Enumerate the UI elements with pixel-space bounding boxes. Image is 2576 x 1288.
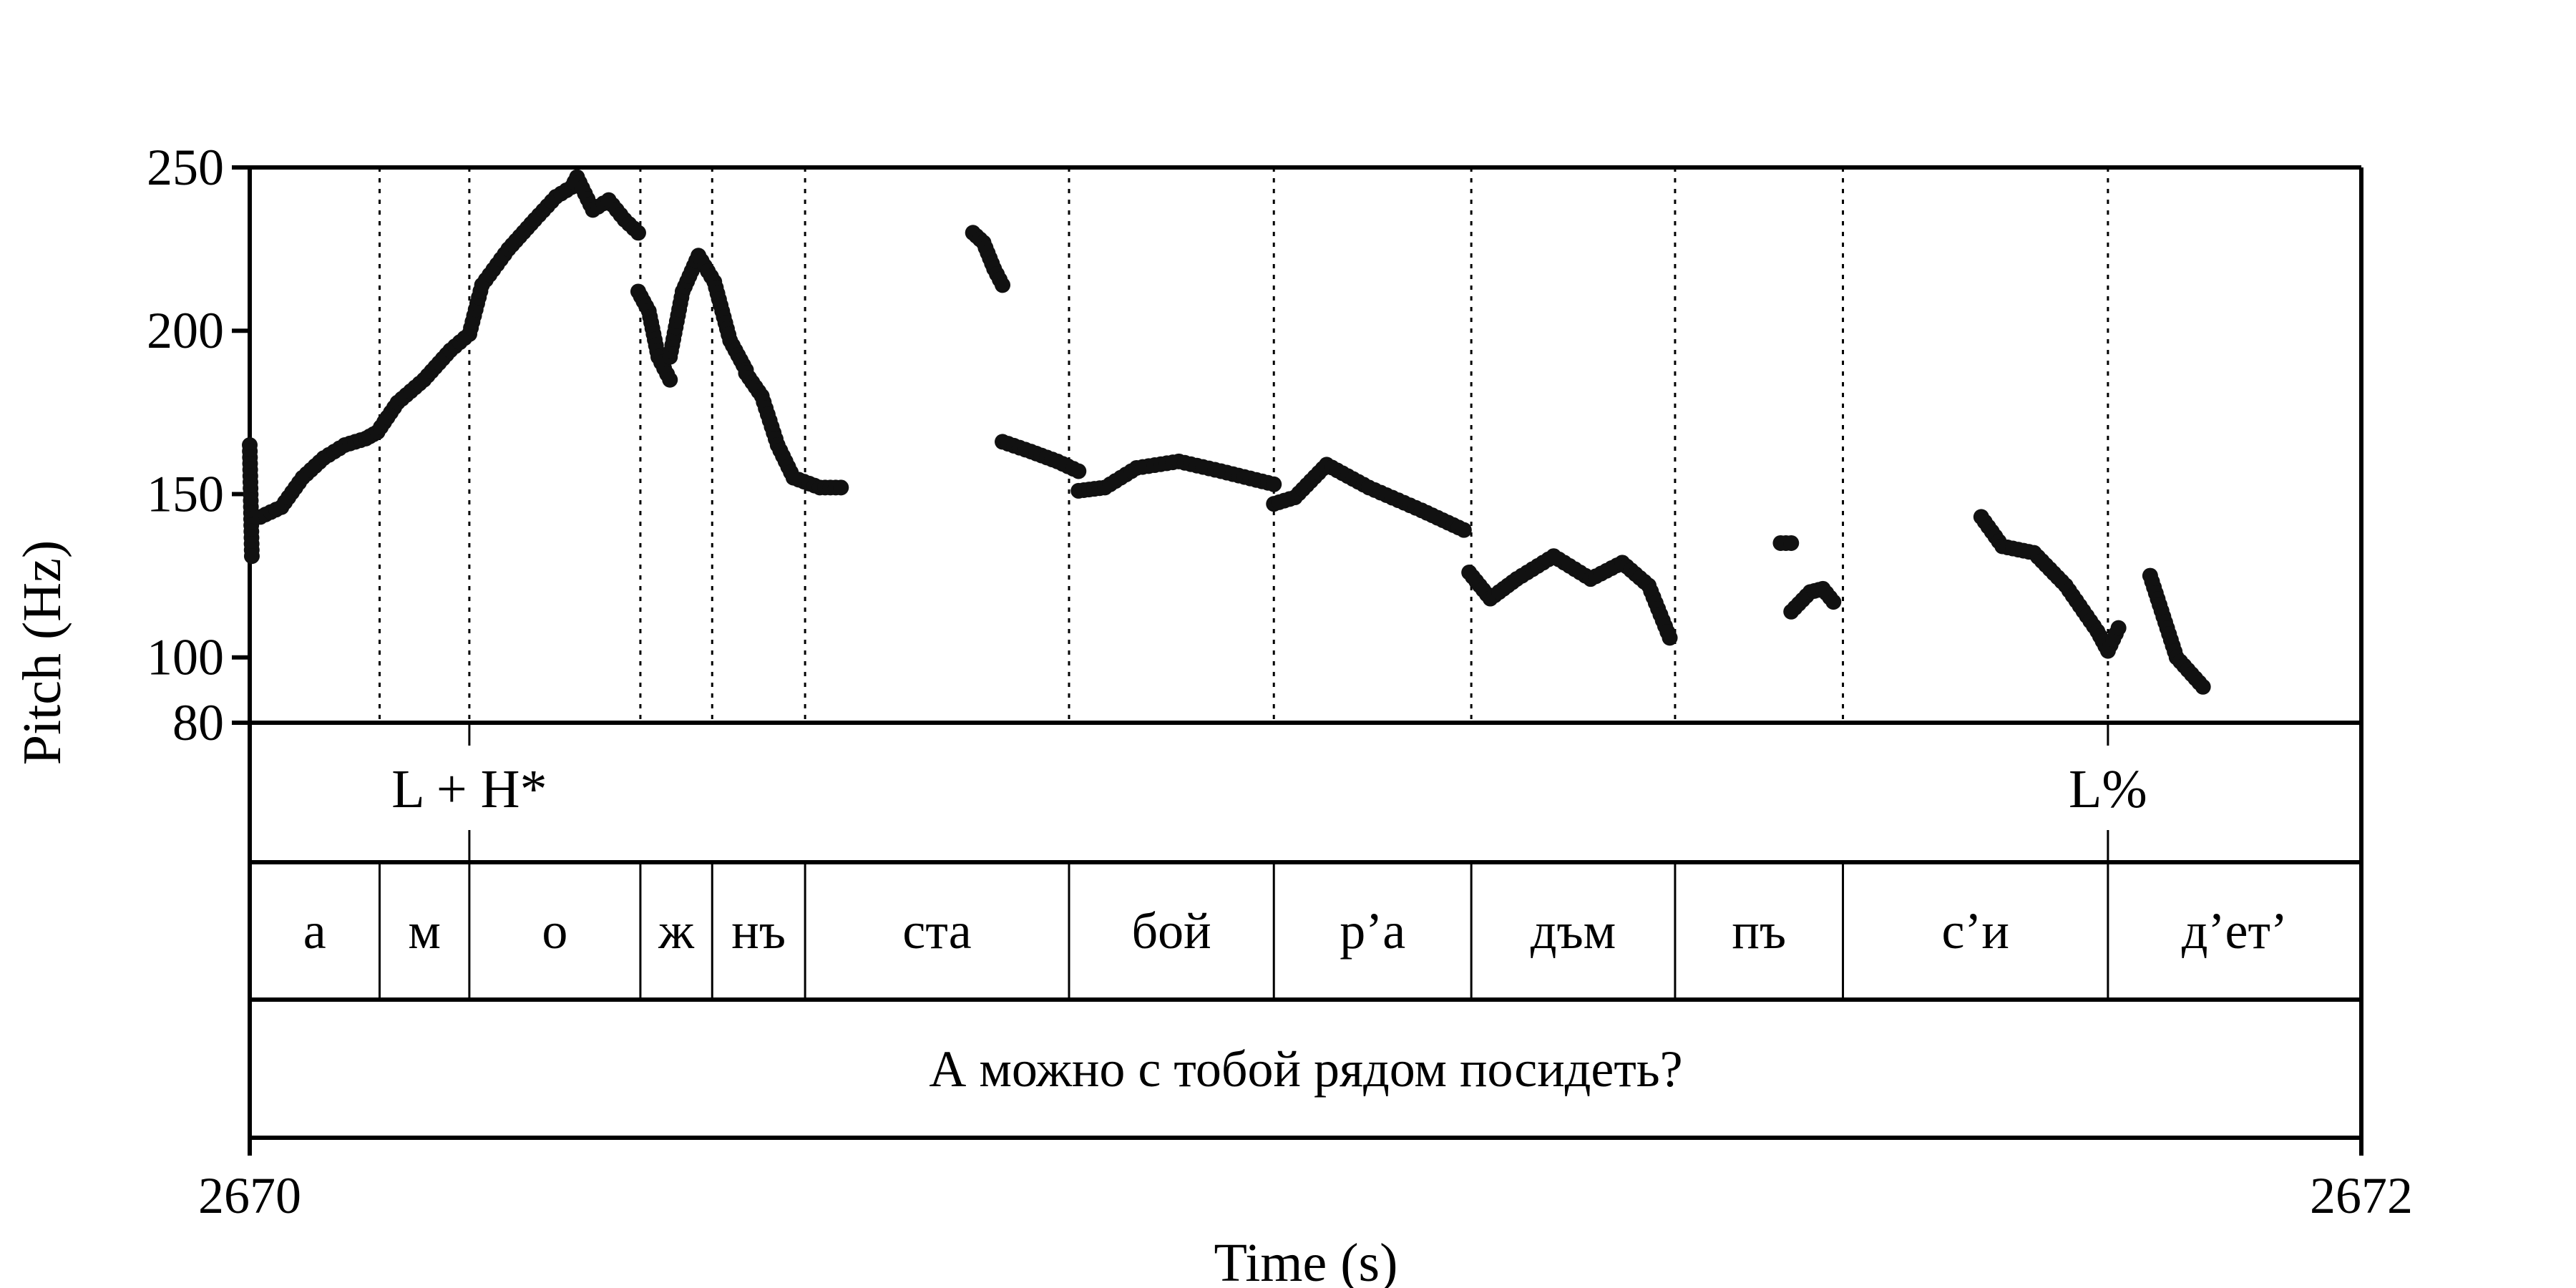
pitch-run-0	[242, 437, 260, 565]
segment-label-10: с’и	[1941, 902, 2009, 960]
segment-label-5: ста	[902, 902, 971, 960]
pitch-run-14	[1783, 580, 1842, 620]
y-axis: 250 200 150 100 80	[147, 139, 250, 751]
pitch-point	[1783, 535, 1800, 551]
pitch-run-4	[569, 169, 646, 241]
segment-label-11: д’ет’	[2182, 902, 2288, 960]
pitch-run-13	[1772, 535, 1800, 551]
tone-label-0: L + H*	[391, 759, 547, 819]
pitch-point	[1070, 463, 1087, 479]
pitch-run-2	[369, 326, 477, 440]
pitch-run-5	[630, 283, 678, 388]
pitch-run-1	[252, 424, 386, 525]
segment-label-3: ж	[658, 902, 695, 960]
pitch-run-16	[2142, 567, 2211, 695]
y-tick-label-150: 150	[147, 465, 224, 522]
pitch-run-6	[662, 248, 754, 379]
x-tick-label-2670: 2670	[198, 1167, 301, 1224]
pitch-point	[1266, 476, 1282, 492]
segment-label-4: нъ	[731, 902, 786, 960]
x-tick-label-2672: 2672	[2310, 1167, 2413, 1224]
pitch-point	[833, 479, 849, 496]
pitch-run-15	[1973, 509, 2127, 659]
segment-label-7: р’а	[1340, 902, 1405, 960]
y-axis-title: Pitch (Hz)	[12, 540, 72, 765]
pitch-run-11	[1266, 457, 1472, 538]
segment-label-6: бой	[1132, 902, 1211, 960]
segment-boundaries	[378, 167, 2109, 1000]
segment-label-8: дъм	[1531, 902, 1616, 960]
sentence-text: А можно с тобой рядом посидеть?	[929, 1040, 1682, 1098]
pitch-point	[630, 225, 646, 241]
y-tick-label-100: 100	[147, 629, 224, 686]
pitch-point	[662, 371, 678, 388]
pitch-run-3	[461, 169, 585, 342]
pitch-track	[242, 169, 2211, 695]
pitch-point	[243, 548, 260, 565]
x-axis: 2670 2672	[198, 1138, 2413, 1224]
y-tick-label-200: 200	[147, 302, 224, 359]
pitch-point	[1455, 522, 1472, 538]
pitch-point	[1825, 594, 1842, 610]
pitch-run-12	[1461, 548, 1678, 646]
segment-label-1: м	[408, 902, 441, 960]
pitch-point	[995, 277, 1011, 293]
pitch-run-7	[738, 365, 849, 496]
tone-label-1: L%	[2069, 759, 2147, 819]
plot-frame	[248, 165, 2363, 1140]
pitch-run-8	[965, 225, 1011, 293]
segment-label-2: о	[542, 902, 567, 960]
pitch-point	[2110, 620, 2127, 636]
pitch-run-10	[1070, 453, 1282, 499]
pitch-point	[1662, 630, 1678, 646]
y-tick-label-80: 80	[172, 694, 224, 751]
x-axis-title: Time (s)	[1214, 1233, 1398, 1288]
tone-tier: L + H* L%	[391, 723, 2147, 862]
y-tick-label-250: 250	[147, 139, 224, 196]
pitch-run-9	[995, 434, 1087, 479]
segment-label-0: а	[303, 902, 326, 960]
segment-label-9: пъ	[1732, 902, 1786, 960]
segment-tier: а м о ж нъ ста бой р’а дъм пъ с’и д’ет’	[303, 902, 2288, 960]
pitch-point	[2195, 678, 2211, 695]
